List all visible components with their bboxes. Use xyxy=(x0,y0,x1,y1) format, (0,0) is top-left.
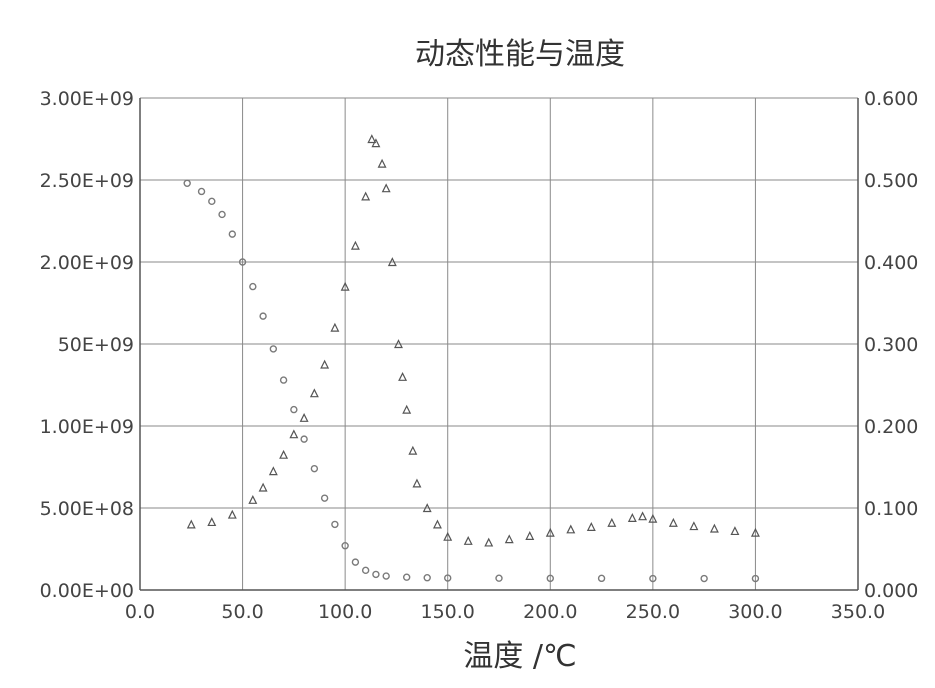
x-tick-label: 350.0 xyxy=(831,601,885,623)
y-tick-label-right: 0.200 xyxy=(864,416,918,438)
x-tick-label: 50.0 xyxy=(221,601,263,623)
y-tick-label-right: 0.500 xyxy=(864,170,918,192)
x-tick-label: 250.0 xyxy=(626,601,680,623)
x-tick-label: 200.0 xyxy=(523,601,577,623)
y-tick-label-right: 0.400 xyxy=(864,252,918,274)
x-tick-label: 300.0 xyxy=(728,601,782,623)
x-tick-label: 100.0 xyxy=(318,601,372,623)
y-tick-label-left: 1.00E+09 xyxy=(40,416,134,438)
y-tick-label-left: 2.50E+09 xyxy=(40,170,134,192)
chart-title: 动态性能与温度 xyxy=(415,37,625,72)
y-tick-label-right: 0.600 xyxy=(864,88,918,110)
y-tick-label-left: 2.00E+09 xyxy=(40,252,134,274)
x-tick-label: 150.0 xyxy=(421,601,475,623)
x-axis-label: 温度 /℃ xyxy=(463,639,576,674)
y-tick-label-left: 5.00E+08 xyxy=(40,498,134,520)
y-tick-label-left: 50E+09 xyxy=(58,334,134,356)
y-tick-label-right: 0.100 xyxy=(864,498,918,520)
y-tick-label-right: 0.300 xyxy=(864,334,918,356)
x-tick-label: 0.0 xyxy=(125,601,155,623)
y-tick-label-right: 0.000 xyxy=(864,580,918,602)
y-tick-label-left: 0.00E+00 xyxy=(40,580,134,602)
y-tick-label-left: 3.00E+09 xyxy=(40,88,134,110)
